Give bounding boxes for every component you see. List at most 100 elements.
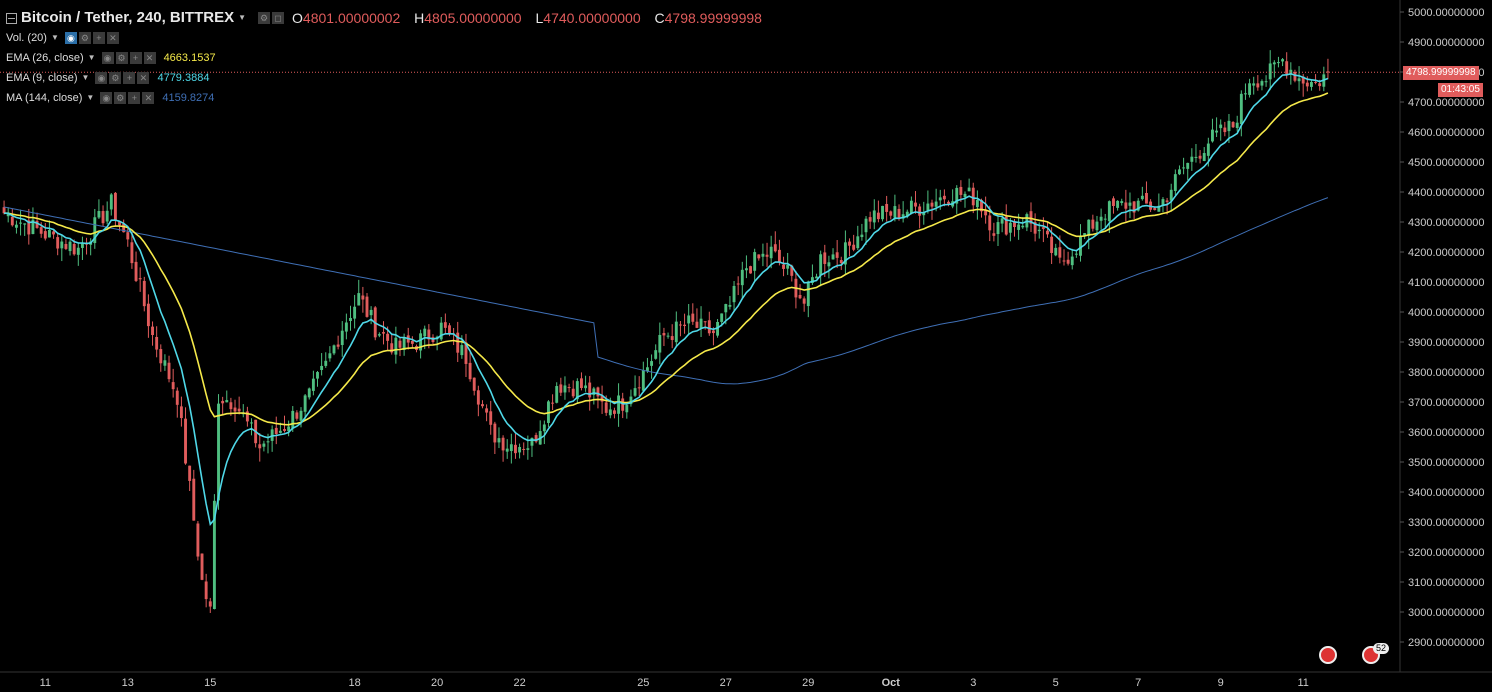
candle-body [724, 304, 728, 313]
indicator-row-ema26[interactable]: EMA (26, close) ▼ ◉ ⚙ + ✕ 4663.1537 [6, 50, 216, 66]
candle-body [695, 321, 699, 328]
close-icon[interactable]: ✕ [137, 72, 150, 84]
candle-body [839, 260, 843, 264]
y-tick-label: 5000.00000000 [1408, 7, 1484, 19]
candle-body [1103, 218, 1107, 220]
candle-body [938, 197, 942, 201]
candle-body [225, 400, 229, 403]
candle-body [848, 241, 851, 246]
candle-body [52, 231, 55, 235]
candle-body [113, 192, 117, 221]
candle-body [707, 320, 711, 334]
candle-body [93, 217, 97, 244]
indicator-row-ma144[interactable]: MA (144, close) ▼ ◉ ⚙ + ✕ 4159.8274 [6, 90, 214, 106]
eye-icon[interactable]: ◉ [100, 92, 113, 104]
eye-icon[interactable]: ◉ [95, 72, 108, 84]
plus-icon[interactable]: + [128, 92, 141, 104]
candle-body [192, 478, 196, 521]
candle-body [658, 334, 662, 353]
candle-body [1079, 235, 1082, 256]
plus-icon[interactable]: + [123, 72, 136, 84]
candle-body [369, 309, 373, 316]
plus-icon[interactable]: + [129, 52, 142, 64]
candle-body [109, 194, 113, 210]
candle-body [769, 246, 773, 259]
settings-icon[interactable]: ⚙ [258, 12, 271, 24]
close-icon[interactable]: ✕ [106, 32, 119, 44]
candle-body [501, 437, 505, 451]
settings-icon[interactable]: ⚙ [115, 52, 128, 64]
candle-body [35, 220, 39, 228]
x-tick-label: 22 [513, 677, 525, 689]
y-tick-label: 3600.00000000 [1408, 427, 1484, 439]
chevron-down-icon[interactable]: ▼ [86, 93, 95, 102]
y-tick-label: 4300.00000000 [1408, 217, 1484, 229]
candle-body [831, 254, 835, 260]
indicator-label[interactable]: EMA (26, close) [6, 52, 84, 64]
candle-body [105, 210, 109, 222]
candle-body [1029, 211, 1033, 224]
candle-body [1116, 200, 1120, 208]
candle-body [559, 384, 563, 393]
candle-body [146, 303, 150, 327]
ohlc-high-value: 4805.00000000 [424, 10, 522, 26]
chevron-down-icon[interactable]: ▼ [81, 73, 90, 82]
x-tick-label: 20 [431, 677, 443, 689]
plus-icon[interactable]: + [92, 32, 105, 44]
candle-body [852, 244, 856, 250]
candle-body [654, 350, 658, 359]
indicator-label[interactable]: EMA (9, close) [6, 72, 78, 84]
indicator-row-volume[interactable]: Vol. (20) ▼ ◉ ⚙ + ✕ [6, 30, 119, 46]
candle-body [468, 362, 472, 380]
indicator-row-ema9[interactable]: EMA (9, close) ▼ ◉ ⚙ + ✕ 4779.3884 [6, 70, 209, 86]
candle-body [909, 200, 913, 214]
candle-body [678, 324, 682, 326]
settings-icon[interactable]: ⚙ [109, 72, 122, 84]
candle-body [621, 398, 625, 411]
candle-body [753, 252, 757, 271]
candle-body [1231, 122, 1235, 128]
candle-body [27, 220, 31, 235]
x-tick-label: 7 [1135, 677, 1141, 689]
candle-body [901, 214, 905, 219]
eye-icon[interactable]: ◉ [101, 52, 114, 64]
hide-icon[interactable]: ◻ [272, 12, 285, 24]
candle-body [1186, 162, 1190, 169]
candle-body [1256, 83, 1260, 88]
settings-icon[interactable]: ⚙ [78, 32, 91, 44]
candle-body [963, 193, 967, 198]
countdown-label: 01:43:05 [1438, 83, 1483, 97]
collapse-icon[interactable] [6, 12, 17, 24]
candle-body [287, 426, 291, 432]
candle-body [1062, 260, 1066, 262]
candle-body [588, 382, 592, 398]
indicator-value: 4779.3884 [157, 72, 210, 84]
chevron-down-icon[interactable]: ▼ [87, 53, 96, 62]
settings-icon[interactable]: ⚙ [114, 92, 127, 104]
candle-body [522, 448, 526, 450]
indicator-label[interactable]: Vol. (20) [6, 32, 47, 44]
candle-body [448, 325, 451, 334]
chevron-down-icon[interactable]: ▼ [50, 33, 59, 42]
close-icon[interactable]: ✕ [142, 92, 155, 104]
candle-body [765, 254, 769, 257]
candle-body [1289, 69, 1293, 74]
candle-body [31, 219, 35, 235]
eye-icon[interactable]: ◉ [64, 32, 77, 44]
candle-body [1198, 155, 1202, 159]
close-icon[interactable]: ✕ [143, 52, 156, 64]
candle-body [1037, 229, 1041, 232]
candle-body [773, 244, 777, 252]
candle-body [233, 407, 237, 412]
us-flag-event-icon[interactable] [1319, 646, 1337, 664]
candle-body [947, 201, 950, 204]
chevron-down-icon[interactable]: ▼ [238, 13, 247, 22]
indicator-label[interactable]: MA (144, close) [6, 92, 83, 104]
y-tick-label: 2900.00000000 [1408, 637, 1484, 649]
candle-body [810, 277, 814, 283]
candle-body [720, 313, 724, 322]
symbol-title[interactable]: Bitcoin / Tether, 240, BITTREX [21, 9, 235, 26]
candle-body [151, 326, 154, 336]
candle-body [1264, 81, 1268, 83]
